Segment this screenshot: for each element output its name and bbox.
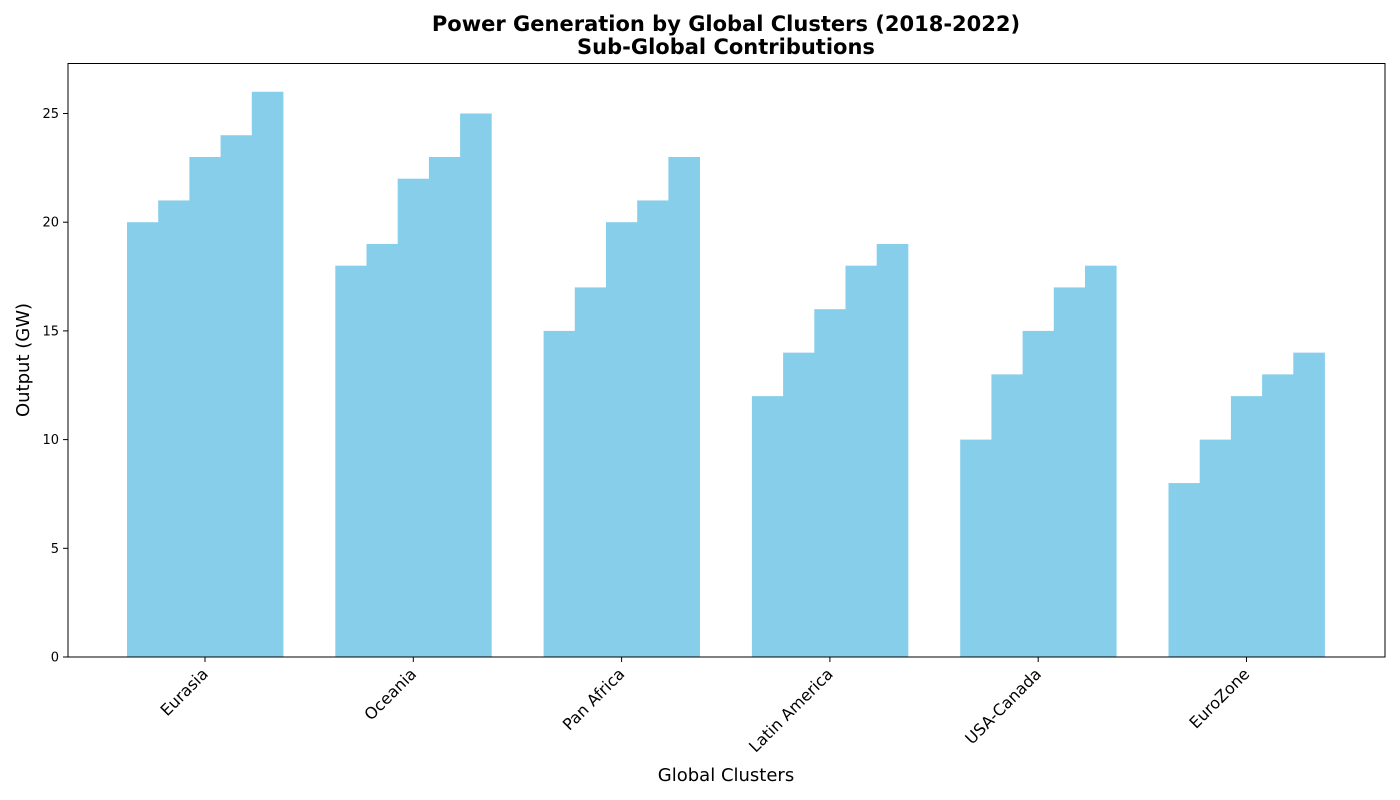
- y-tick-label: 15: [42, 324, 59, 339]
- x-tick-label-pan-africa: Pan Africa: [559, 664, 629, 734]
- bar-eurozone-4: [1262, 374, 1294, 657]
- x-tick-label-latin-america: Latin America: [745, 664, 837, 756]
- bar-pan-africa-5: [668, 156, 700, 658]
- bar-oceania-2: [366, 243, 399, 657]
- bar-eurozone-3: [1230, 396, 1263, 657]
- bar-latin-america-5: [876, 243, 909, 657]
- y-tick-label: 10: [42, 433, 59, 448]
- bar-pan-africa-2: [574, 287, 607, 657]
- bar-eurasia-5: [251, 91, 284, 657]
- bar-latin-america-1: [751, 396, 784, 657]
- bar-oceania-5: [460, 113, 492, 657]
- y-axis: 0 5 10 15 20 25: [42, 107, 68, 666]
- y-axis-label: Output (GW): [13, 303, 34, 417]
- bar-usa-canada-5: [1085, 265, 1117, 657]
- chart-subtitle: Sub-Global Contributions: [577, 35, 875, 59]
- plot-frame: [67, 63, 1386, 658]
- bar-oceania-4: [428, 156, 461, 658]
- bar-pan-africa-3: [606, 222, 638, 657]
- bar-eurasia-2: [158, 200, 190, 657]
- x-tick-label-usa-canada: USA-Canada: [961, 664, 1045, 748]
- bar-usa-canada-1: [960, 439, 992, 657]
- bar-usa-canada-4: [1053, 287, 1086, 657]
- bar-pan-africa-1: [543, 330, 576, 657]
- bar-usa-canada-3: [1022, 330, 1055, 657]
- bar-eurozone-5: [1293, 352, 1325, 657]
- bar-oceania-1: [335, 265, 367, 657]
- x-axis-label: Global Clusters: [658, 765, 794, 786]
- chart-title: Power Generation by Global Clusters (201…: [432, 12, 1020, 36]
- bars-layer: [127, 91, 1325, 658]
- bar-latin-america-4: [845, 265, 878, 657]
- y-tick-label: 5: [51, 542, 59, 557]
- bar-pan-africa-4: [637, 200, 669, 657]
- x-tick-label-eurozone: EuroZone: [1185, 664, 1253, 732]
- y-tick-label: 20: [42, 216, 59, 231]
- x-tick-label-oceania: Oceania: [360, 664, 420, 724]
- y-tick-label: 0: [51, 651, 59, 666]
- bar-latin-america-3: [814, 309, 846, 657]
- bar-usa-canada-2: [991, 374, 1023, 657]
- bar-eurasia-3: [189, 156, 221, 658]
- bar-eurasia-4: [220, 135, 253, 658]
- bar-eurozone-1: [1168, 483, 1201, 657]
- x-tick-label-eurasia: Eurasia: [157, 664, 212, 719]
- x-axis: Eurasia Oceania Pan Africa Latin America USA…: [157, 657, 1253, 756]
- bar-latin-america-2: [783, 352, 815, 657]
- bar-eurasia-1: [127, 222, 159, 657]
- bar-oceania-3: [397, 178, 430, 657]
- y-tick-label: 25: [42, 107, 59, 122]
- bar-eurozone-2: [1199, 439, 1232, 657]
